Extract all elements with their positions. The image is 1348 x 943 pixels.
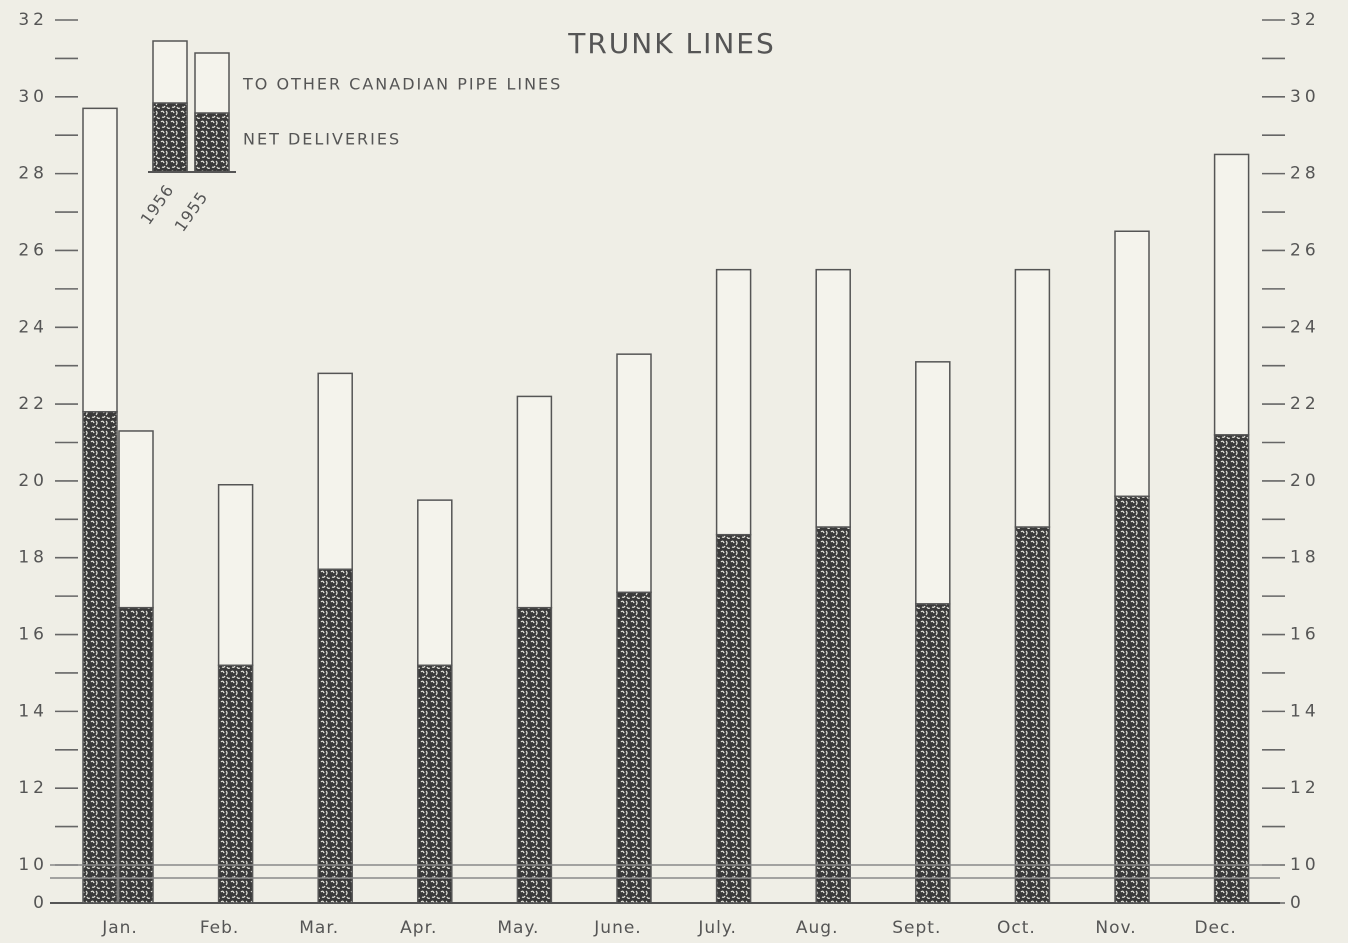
y-tick-label: 10	[18, 855, 48, 875]
bar-segment	[1213, 153, 1250, 436]
bar-segment	[217, 484, 254, 667]
bar-segment	[516, 395, 553, 609]
bar-segment	[715, 268, 752, 536]
bar-segment	[516, 606, 553, 904]
y2-tick-label: 20	[1290, 471, 1320, 491]
y-tick-label: 30	[18, 87, 48, 107]
y2-tick-label: 26	[1290, 240, 1320, 260]
x-tick-label: Oct.	[997, 918, 1036, 938]
y-tick-label: 28	[18, 164, 48, 184]
legend-year: 1955	[171, 188, 212, 236]
bar-segment	[1213, 434, 1250, 904]
bar-segment	[82, 411, 118, 904]
x-tick-label: Aug.	[796, 918, 839, 938]
y2-tick-label: 0	[1290, 893, 1305, 913]
legend-label: NET DELIVERIES	[243, 130, 401, 149]
bar-segment	[217, 664, 254, 904]
x-tick-label: Nov.	[1095, 918, 1136, 938]
y-tick-label: 16	[18, 625, 48, 645]
x-tick-label: July.	[697, 918, 737, 938]
bar-segment	[815, 526, 851, 904]
bar-segment	[417, 664, 453, 904]
y-tick-label: 14	[18, 701, 48, 721]
x-tick-label: Mar.	[299, 918, 339, 938]
bar-segment	[1114, 495, 1150, 904]
y2-tick-label: 16	[1290, 625, 1320, 645]
bar-segment	[82, 107, 118, 413]
x-tick-label: Feb.	[200, 918, 240, 938]
y-tick-label: 22	[18, 394, 48, 414]
bar-segment	[118, 430, 154, 609]
x-tick-label: Jan.	[101, 918, 138, 938]
y2-tick-label: 10	[1290, 855, 1320, 875]
y-tick-label: 12	[18, 778, 48, 798]
y2-tick-label: 30	[1290, 87, 1320, 107]
x-tick-label: May.	[497, 918, 539, 938]
y-tick-label: 18	[18, 548, 48, 568]
bar-segment	[616, 353, 652, 594]
x-tick-label: Dec.	[1194, 918, 1236, 938]
bar-segment	[317, 372, 353, 571]
bar-segment	[1014, 526, 1051, 904]
legend-swatches	[148, 40, 236, 173]
legend-label: TO OTHER CANADIAN PIPE LINES	[242, 75, 562, 94]
y-tick-label: 24	[18, 317, 48, 337]
bar-segment	[1114, 230, 1150, 498]
y2-tick-label: 18	[1290, 548, 1320, 568]
y2-tick-label: 32	[1290, 10, 1320, 30]
y-tick-label: 0	[33, 893, 48, 913]
bar-segment	[915, 603, 951, 904]
bar-segment	[815, 268, 851, 528]
bar-segment	[317, 568, 353, 904]
y2-tick-label: 28	[1290, 164, 1320, 184]
y-tick-label: 26	[18, 240, 48, 260]
bar-segment	[1014, 268, 1051, 528]
bar-segment	[915, 361, 951, 605]
chart-title: TRUNK LINES	[567, 27, 776, 60]
bar-segment	[118, 606, 154, 904]
y2-tick-label: 12	[1290, 778, 1320, 798]
y2-tick-label: 14	[1290, 701, 1320, 721]
y2-tick-label: 22	[1290, 394, 1320, 414]
legend-year: 1956	[137, 181, 178, 229]
bar-segment	[715, 533, 752, 904]
y2-tick-label: 24	[1290, 317, 1320, 337]
x-tick-label: June.	[593, 918, 641, 938]
y-tick-label: 20	[18, 471, 48, 491]
y-tick-label: 32	[18, 10, 48, 30]
x-tick-label: Apr.	[400, 918, 437, 938]
bar-segment	[616, 591, 652, 904]
x-tick-label: Sept.	[892, 918, 941, 938]
bar-segment	[417, 499, 453, 667]
